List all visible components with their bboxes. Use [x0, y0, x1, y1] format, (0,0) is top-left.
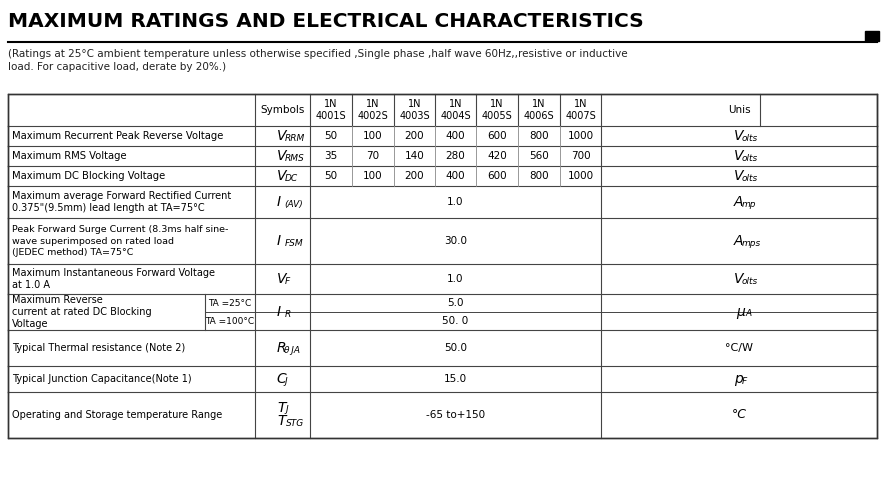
Text: 600: 600 [487, 171, 507, 181]
Text: T: T [278, 401, 286, 415]
Text: Symbols: Symbols [260, 105, 304, 115]
Text: I: I [276, 234, 281, 248]
Text: 400: 400 [446, 131, 466, 141]
Text: 1.0: 1.0 [447, 197, 464, 207]
Text: RRM: RRM [284, 134, 304, 143]
Text: 1N
4007S: 1N 4007S [566, 99, 596, 121]
Text: 35: 35 [325, 151, 337, 161]
Text: Maximum average Forward Rectified Current
0.375"(9.5mm) lead length at TA=75°C: Maximum average Forward Rectified Curren… [12, 191, 231, 213]
Text: 280: 280 [446, 151, 466, 161]
Bar [865, 31, 879, 41]
Text: Typical Junction Capacitance(Note 1): Typical Junction Capacitance(Note 1) [12, 374, 192, 384]
Text: Maximum Reverse
current at rated DC Blocking
Voltage: Maximum Reverse current at rated DC Bloc… [12, 295, 151, 330]
Text: 1000: 1000 [567, 171, 594, 181]
Text: p: p [734, 372, 743, 386]
Text: V: V [276, 169, 286, 183]
Text: 50: 50 [325, 171, 337, 181]
Text: C: C [276, 372, 286, 386]
Text: mp: mp [742, 200, 757, 209]
Text: μ: μ [736, 305, 745, 319]
Text: V: V [734, 272, 743, 286]
Text: T: T [278, 414, 286, 428]
Text: 800: 800 [529, 131, 549, 141]
Text: FSM: FSM [284, 239, 304, 248]
Text: olts: olts [742, 174, 758, 183]
Text: J: J [286, 406, 289, 414]
Text: F: F [284, 277, 289, 286]
Text: TA =25°C: TA =25°C [208, 298, 251, 307]
Text: 5.0: 5.0 [447, 298, 464, 308]
Text: 1000: 1000 [567, 131, 594, 141]
Text: 50: 50 [325, 131, 337, 141]
Text: 1N
4005S: 1N 4005S [481, 99, 512, 121]
Text: 140: 140 [404, 151, 425, 161]
Text: Peak Forward Surge Current (8.3ms half sine-
wave superimposed on rated load
(JE: Peak Forward Surge Current (8.3ms half s… [12, 225, 228, 257]
Text: Operating and Storage temperature Range: Operating and Storage temperature Range [12, 410, 222, 420]
Text: I: I [276, 305, 281, 319]
Text: °C/W: °C/W [725, 343, 753, 353]
Text: 100: 100 [363, 131, 383, 141]
Text: °C: °C [732, 409, 747, 421]
Text: J: J [284, 377, 287, 386]
Text: 30.0: 30.0 [444, 236, 467, 246]
Text: V: V [734, 149, 743, 163]
Text: -65 to+150: -65 to+150 [426, 410, 485, 420]
Text: (AV): (AV) [284, 200, 304, 209]
Bar [8, 94, 877, 438]
Text: Maximum DC Blocking Voltage: Maximum DC Blocking Voltage [12, 171, 165, 181]
Text: olts: olts [742, 277, 758, 286]
Text: 600: 600 [487, 131, 507, 141]
Text: olts: olts [742, 154, 758, 163]
Text: 15.0: 15.0 [444, 374, 467, 384]
Text: A: A [734, 234, 743, 248]
Text: MAXIMUM RATINGS AND ELECTRICAL CHARACTERISTICS: MAXIMUM RATINGS AND ELECTRICAL CHARACTER… [8, 12, 643, 31]
Text: 800: 800 [529, 171, 549, 181]
Text: 1N
4003S: 1N 4003S [399, 99, 430, 121]
Text: I: I [276, 195, 281, 209]
Text: 1N
4001S: 1N 4001S [316, 99, 346, 121]
Text: R: R [284, 310, 291, 319]
Text: 1.0: 1.0 [447, 274, 464, 284]
Text: 1N
4004S: 1N 4004S [440, 99, 471, 121]
Text: θ JA: θ JA [284, 346, 301, 355]
Text: 420: 420 [487, 151, 507, 161]
Text: R: R [276, 341, 286, 355]
Text: V: V [276, 149, 286, 163]
Text: STG: STG [286, 418, 304, 427]
Text: Maximum Instantaneous Forward Voltage
at 1.0 A: Maximum Instantaneous Forward Voltage at… [12, 268, 215, 290]
Text: F: F [742, 377, 747, 386]
Text: 100: 100 [363, 171, 383, 181]
Text: V: V [734, 169, 743, 183]
Text: olts: olts [742, 134, 758, 143]
Text: 200: 200 [404, 171, 424, 181]
Text: mps: mps [742, 239, 761, 248]
Text: 200: 200 [404, 131, 424, 141]
Text: 50. 0: 50. 0 [442, 316, 469, 326]
Text: V: V [276, 129, 286, 143]
Text: A: A [734, 195, 743, 209]
Text: Typical Thermal resistance (Note 2): Typical Thermal resistance (Note 2) [12, 343, 185, 353]
Text: V: V [734, 129, 743, 143]
Text: 700: 700 [571, 151, 590, 161]
Text: 70: 70 [366, 151, 380, 161]
Text: TA =100°C: TA =100°C [205, 317, 255, 326]
Text: Maximum RMS Voltage: Maximum RMS Voltage [12, 151, 127, 161]
Text: V: V [276, 272, 286, 286]
Text: Unis: Unis [727, 105, 750, 115]
Text: A: A [745, 309, 751, 319]
Text: Maximum Recurrent Peak Reverse Voltage: Maximum Recurrent Peak Reverse Voltage [12, 131, 223, 141]
Text: 400: 400 [446, 171, 466, 181]
Text: 50.0: 50.0 [444, 343, 467, 353]
Text: 560: 560 [529, 151, 549, 161]
Text: DC: DC [284, 174, 297, 183]
Text: 1N
4002S: 1N 4002S [358, 99, 389, 121]
Text: 1N
4006S: 1N 4006S [524, 99, 554, 121]
Text: RMS: RMS [284, 154, 304, 163]
Text: (Ratings at 25°C ambient temperature unless otherwise specified ,Single phase ,h: (Ratings at 25°C ambient temperature unl… [8, 49, 627, 72]
